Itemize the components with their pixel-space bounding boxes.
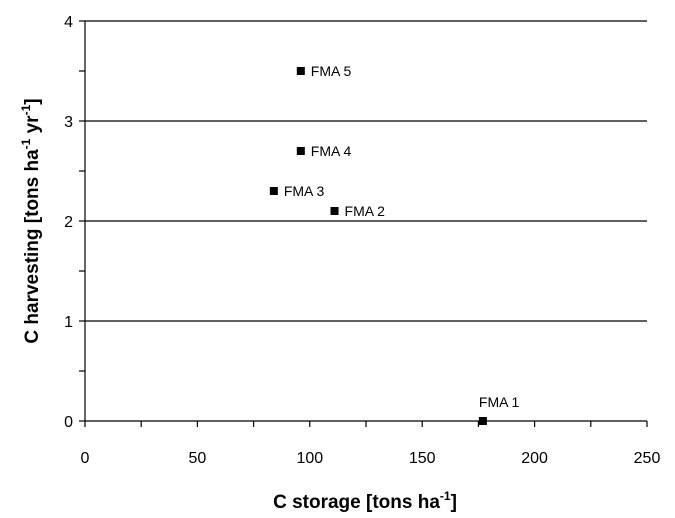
point-label-fma-3: FMA 3 bbox=[284, 183, 325, 199]
y-tick-label-3: 3 bbox=[64, 114, 73, 131]
point-label-fma-4: FMA 4 bbox=[311, 143, 352, 159]
x-tick-label-0: 0 bbox=[81, 450, 90, 467]
x-tick-label-150: 150 bbox=[409, 450, 436, 467]
x-tick-label-250: 250 bbox=[634, 450, 661, 467]
y-tick-label-2: 2 bbox=[64, 214, 73, 231]
y-tick-label-1: 1 bbox=[64, 314, 73, 331]
y-tick-labels: 0 1 2 3 4 bbox=[64, 14, 73, 431]
point-label-fma-5: FMA 5 bbox=[311, 63, 352, 79]
point-fma-5 bbox=[296, 67, 305, 75]
point-labels: FMA 1 FMA 2 FMA 3 FMA 4 FMA 5 bbox=[284, 63, 520, 410]
tick-marks bbox=[79, 20, 648, 427]
x-tick-label-100: 100 bbox=[296, 450, 323, 467]
x-axis-title: C storage [tons ha-1] bbox=[273, 489, 457, 513]
point-fma-1 bbox=[478, 417, 487, 425]
y-tick-label-4: 4 bbox=[64, 14, 73, 31]
x-tick-label-200: 200 bbox=[521, 450, 548, 467]
point-fma-2 bbox=[330, 207, 339, 215]
point-fma-3 bbox=[269, 187, 278, 195]
point-label-fma-2: FMA 2 bbox=[345, 203, 386, 219]
y-axis-title: C harvesting [tons ha-1 yr-1] bbox=[19, 98, 43, 343]
point-fma-4 bbox=[296, 147, 305, 155]
gridlines bbox=[85, 20, 647, 322]
x-tick-label-50: 50 bbox=[189, 450, 207, 467]
x-tick-labels: 0 50 100 150 200 250 bbox=[81, 450, 661, 467]
data-points bbox=[269, 67, 487, 425]
point-label-fma-1: FMA 1 bbox=[479, 394, 520, 410]
y-tick-label-0: 0 bbox=[64, 414, 73, 431]
